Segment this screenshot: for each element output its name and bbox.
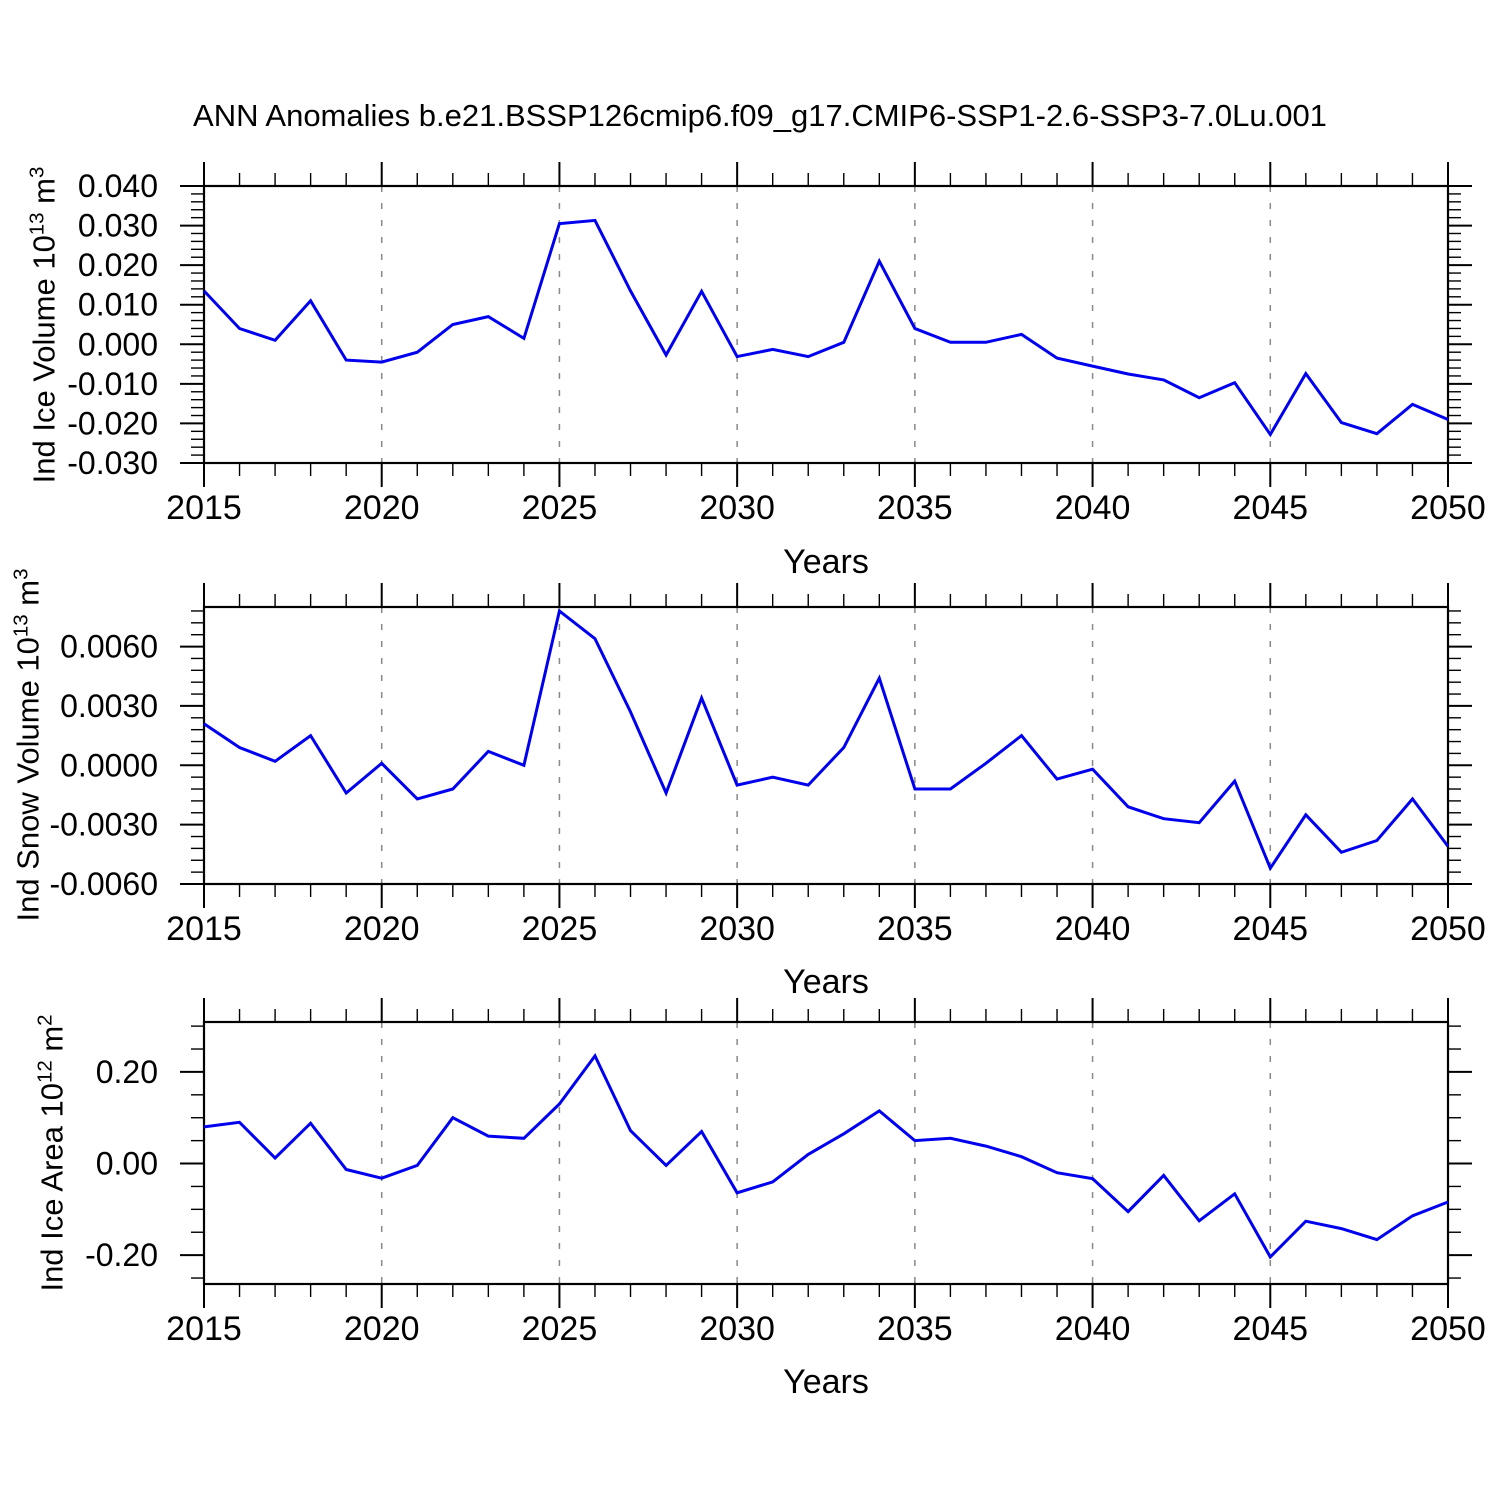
y-tick-label: 0.010: [78, 287, 158, 323]
y-axis-title-exponent: 13: [9, 614, 33, 638]
page-title: ANN Anomalies b.e21.BSSP126cmip6.f09_g17…: [193, 98, 1327, 133]
x-axis-title-years-2: Years: [783, 963, 869, 1001]
y-tick-label: -0.0030: [49, 807, 158, 843]
y-tick-label: 0.000: [78, 326, 158, 362]
plot-frame: [202, 1020, 1450, 1286]
x-tick-label: 2035: [877, 1310, 953, 1348]
y-axis-title-text: Ind Snow Volume 10: [10, 637, 46, 922]
data-line-series: [202, 218, 1449, 438]
x-tick-label: 2025: [522, 910, 598, 948]
plot-frame: [202, 605, 1450, 886]
y-tick-label: 0.030: [78, 208, 158, 244]
x-tick-label: 2035: [877, 910, 953, 948]
chart-3: 2015 2020 2025 2030 2035 2040 2045 2050 0.20 0.00…: [85, 998, 1486, 1348]
data-line-series: [203, 608, 1450, 872]
x-tick-label: 2035: [877, 489, 953, 527]
y-axis-title-ice-volume: Ind Ice Volume 1013 m3: [25, 167, 62, 484]
x-tick-label: 2045: [1232, 489, 1308, 527]
x-tick-label: 2040: [1055, 1310, 1131, 1348]
x-tick-label: 2015: [166, 489, 242, 527]
x-tick-label: 2030: [699, 910, 775, 948]
y-tick-label: 0.020: [78, 247, 158, 283]
y-tick-label: 0.040: [78, 168, 158, 204]
y-tick-label: -0.20: [85, 1237, 158, 1273]
x-tick-label: 2045: [1232, 1310, 1308, 1348]
y-tick-label: 0.0030: [60, 688, 158, 724]
y-axis-title-unit-exponent: 3: [25, 166, 49, 179]
x-tick-label: 2020: [344, 489, 420, 527]
y-axis-title-unit: m: [26, 178, 62, 213]
x-tick-label: 2050: [1410, 489, 1486, 527]
x-tick-label: 2045: [1232, 910, 1308, 948]
x-tick-label: 2050: [1410, 1310, 1486, 1348]
y-tick-label: -0.010: [67, 366, 158, 402]
y-axis-title-unit: m: [34, 1025, 70, 1061]
y-tick-label: -0.030: [67, 445, 158, 481]
x-tick-label: 2025: [522, 489, 598, 527]
x-axis-title-years-1: Years: [783, 543, 869, 581]
y-tick-label: -0.020: [67, 405, 158, 441]
data-line-series: [203, 1052, 1449, 1260]
y-tick-label: 0.0060: [60, 629, 158, 665]
plot-frame: [202, 184, 1450, 465]
x-tick-label: 2025: [522, 1310, 598, 1348]
y-axis-title-exponent: 12: [33, 1060, 57, 1083]
y-axis-title-snow-volume: Ind Snow Volume 1013 m3: [9, 569, 46, 922]
y-tick-label: -0.0060: [49, 866, 158, 902]
y-tick-label: 0.00: [96, 1146, 158, 1182]
x-tick-label: 2030: [699, 489, 775, 527]
x-tick-label: 2030: [699, 1310, 775, 1348]
x-tick-label: 2050: [1410, 910, 1486, 948]
chart-1: 2015 2020 2025 2030 2035 2040 2045 2050 0.040 0.0…: [67, 162, 1486, 527]
y-axis-title-text: Ind Ice Area 10: [34, 1083, 70, 1292]
y-tick-label: 0.20: [96, 1054, 158, 1090]
y-axis-title-ice-area: Ind Ice Area 1012 m2: [33, 1014, 70, 1291]
x-tick-label: 2015: [166, 910, 242, 948]
x-tick-label: 2040: [1055, 489, 1131, 527]
y-tick-label: 0.0000: [60, 747, 158, 783]
x-tick-label: 2020: [344, 910, 420, 948]
x-tick-label: 2020: [344, 1310, 420, 1348]
y-axis-title-text: Ind Ice Volume 10: [26, 235, 62, 484]
x-tick-label: 2015: [166, 1310, 242, 1348]
x-axis-title-years-3: Years: [783, 1363, 869, 1401]
y-axis-title-unit-exponent: 2: [33, 1014, 57, 1026]
x-tick-label: 2040: [1055, 910, 1131, 948]
chart-2: 2015 2020 2025 2030 2035 2040 2045 2050 0.0060 0.…: [49, 583, 1486, 948]
y-axis-title-exponent: 13: [25, 212, 49, 236]
y-axis-title-unit: m: [10, 579, 46, 615]
y-axis-title-unit-exponent: 3: [9, 568, 33, 580]
